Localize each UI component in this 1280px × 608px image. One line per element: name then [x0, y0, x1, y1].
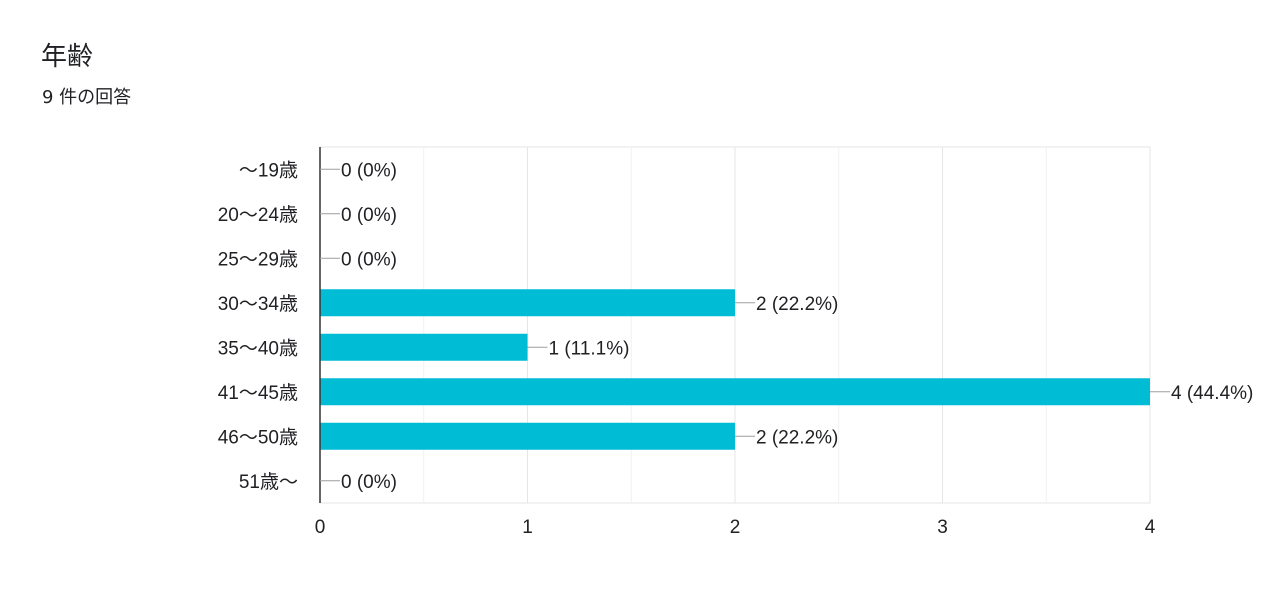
- category-label: 20〜24歳: [218, 204, 298, 226]
- category-label: 51歳〜: [239, 471, 298, 493]
- x-tick-label: 3: [937, 517, 948, 538]
- data-label: 0 (0%): [341, 249, 397, 270]
- chart-title: 年齢: [41, 42, 94, 72]
- x-tick-label: 4: [1145, 517, 1156, 538]
- bar: [320, 378, 1150, 406]
- data-label: 0 (0%): [341, 160, 397, 181]
- category-label: 41〜45歳: [218, 382, 298, 404]
- data-label: 4 (44.4%): [1171, 383, 1253, 404]
- category-label: 35〜40歳: [218, 337, 298, 359]
- bar: [320, 422, 735, 450]
- data-label: 1 (11.1%): [549, 338, 630, 359]
- x-tick-label: 0: [315, 517, 326, 538]
- x-tick-label: 1: [522, 517, 533, 538]
- response-count: 9 件の回答: [42, 87, 132, 108]
- labels: 0 1 2 3 4 〜19歳 0 (0%) 20〜24歳 0 (0%) 25〜29歳 0 (0%) 3…: [218, 159, 1254, 538]
- x-tick-label: 2: [730, 517, 741, 538]
- data-label: 0 (0%): [341, 472, 397, 493]
- category-label: 30〜34歳: [218, 293, 298, 315]
- bars: [320, 289, 1150, 450]
- category-label: 〜19歳: [239, 159, 298, 181]
- bar: [320, 289, 735, 317]
- data-label: 0 (0%): [341, 205, 397, 226]
- bar: [320, 333, 528, 361]
- category-label: 25〜29歳: [218, 248, 298, 270]
- data-label: 2 (22.2%): [756, 427, 838, 448]
- data-label: 2 (22.2%): [756, 294, 838, 315]
- category-label: 46〜50歳: [218, 426, 298, 448]
